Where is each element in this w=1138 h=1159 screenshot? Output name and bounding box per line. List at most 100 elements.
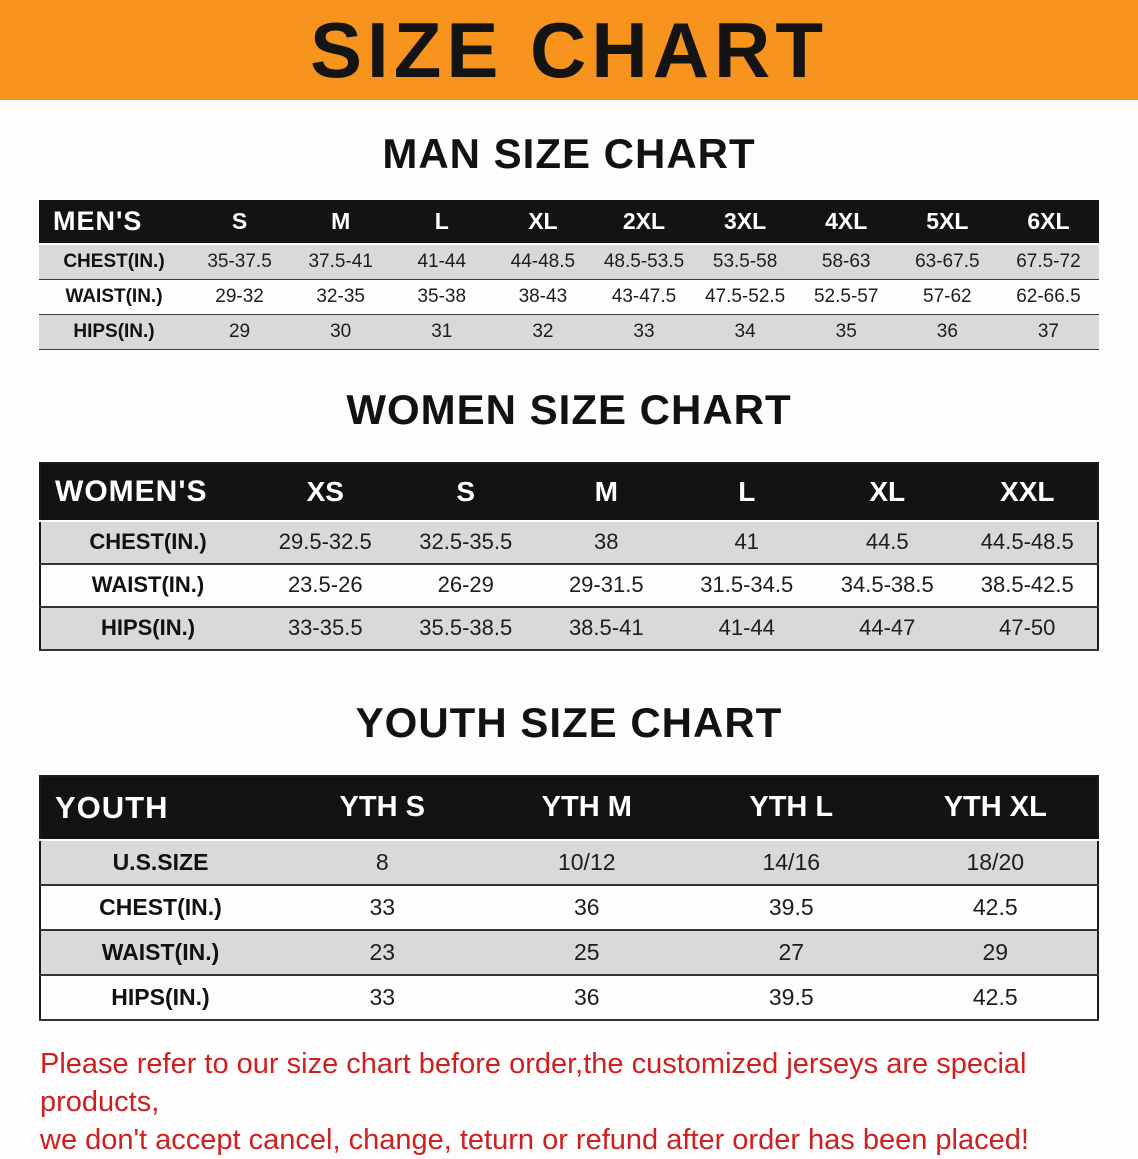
value-cell: 29-32	[189, 279, 290, 314]
value-cell: 10/12	[485, 840, 690, 885]
value-cell: 39.5	[689, 975, 894, 1020]
value-cell: 42.5	[894, 885, 1099, 930]
value-cell: 38.5-41	[536, 607, 677, 650]
size-column-header: XXL	[958, 463, 1099, 521]
row-label-cell: WAIST(IN.)	[39, 279, 189, 314]
men-section-heading: MAN SIZE CHART	[0, 130, 1138, 178]
value-cell: 63-67.5	[897, 244, 998, 279]
value-cell: 44-47	[817, 607, 958, 650]
value-cell: 44.5-48.5	[958, 521, 1099, 564]
value-cell: 36	[485, 885, 690, 930]
value-cell: 31.5-34.5	[677, 564, 818, 607]
value-cell: 36	[897, 314, 998, 349]
value-cell: 47-50	[958, 607, 1099, 650]
value-cell: 32	[492, 314, 593, 349]
value-cell: 35-38	[391, 279, 492, 314]
row-label-cell: WAIST(IN.)	[40, 930, 280, 975]
size-column-header: 6XL	[998, 200, 1099, 244]
row-label-cell: CHEST(IN.)	[40, 885, 280, 930]
value-cell: 38.5-42.5	[958, 564, 1099, 607]
value-cell: 26-29	[396, 564, 537, 607]
row-label-cell: HIPS(IN.)	[39, 314, 189, 349]
table-title-cell: MEN'S	[39, 200, 189, 244]
youth-section-heading: YOUTH SIZE CHART	[0, 699, 1138, 747]
row-label-cell: CHEST(IN.)	[39, 244, 189, 279]
value-cell: 37	[998, 314, 1099, 349]
value-cell: 43-47.5	[593, 279, 694, 314]
size-column-header: S	[396, 463, 537, 521]
size-column-header: M	[536, 463, 677, 521]
value-cell: 38	[536, 521, 677, 564]
value-cell: 33-35.5	[255, 607, 396, 650]
size-column-header: S	[189, 200, 290, 244]
value-cell: 36	[485, 975, 690, 1020]
disclaimer: Please refer to our size chart before or…	[40, 1045, 1118, 1159]
value-cell: 33	[280, 975, 485, 1020]
value-cell: 33	[280, 885, 485, 930]
value-cell: 44.5	[817, 521, 958, 564]
value-cell: 41-44	[677, 607, 818, 650]
women-section-heading: WOMEN SIZE CHART	[0, 386, 1138, 434]
size-column-header: L	[677, 463, 818, 521]
size-column-header: YTH XL	[894, 776, 1099, 840]
value-cell: 29-31.5	[536, 564, 677, 607]
row-label-cell: HIPS(IN.)	[40, 975, 280, 1020]
value-cell: 32.5-35.5	[396, 521, 537, 564]
size-column-header: XS	[255, 463, 396, 521]
value-cell: 29	[894, 930, 1099, 975]
table-title-cell: WOMEN'S	[40, 463, 255, 521]
size-column-header: L	[391, 200, 492, 244]
size-column-header: 5XL	[897, 200, 998, 244]
row-label-cell: CHEST(IN.)	[40, 521, 255, 564]
row-label-cell: U.S.SIZE	[40, 840, 280, 885]
value-cell: 35.5-38.5	[396, 607, 537, 650]
value-cell: 42.5	[894, 975, 1099, 1020]
value-cell: 32-35	[290, 279, 391, 314]
value-cell: 62-66.5	[998, 279, 1099, 314]
value-cell: 37.5-41	[290, 244, 391, 279]
size-chart-banner: SIZE CHART	[0, 0, 1138, 100]
value-cell: 47.5-52.5	[695, 279, 796, 314]
value-cell: 33	[593, 314, 694, 349]
value-cell: 27	[689, 930, 894, 975]
value-cell: 39.5	[689, 885, 894, 930]
page-title: SIZE CHART	[310, 11, 828, 89]
value-cell: 44-48.5	[492, 244, 593, 279]
size-column-header: 3XL	[695, 200, 796, 244]
value-cell: 35	[796, 314, 897, 349]
value-cell: 29	[189, 314, 290, 349]
value-cell: 29.5-32.5	[255, 521, 396, 564]
value-cell: 48.5-53.5	[593, 244, 694, 279]
value-cell: 41	[677, 521, 818, 564]
size-column-header: XL	[492, 200, 593, 244]
size-column-header: M	[290, 200, 391, 244]
row-label-cell: WAIST(IN.)	[40, 564, 255, 607]
row-label-cell: HIPS(IN.)	[40, 607, 255, 650]
size-column-header: 2XL	[593, 200, 694, 244]
value-cell: 31	[391, 314, 492, 349]
value-cell: 52.5-57	[796, 279, 897, 314]
disclaimer-line-2: we don't accept cancel, change, teturn o…	[40, 1121, 1118, 1159]
value-cell: 57-62	[897, 279, 998, 314]
value-cell: 23	[280, 930, 485, 975]
size-column-header: YTH S	[280, 776, 485, 840]
value-cell: 58-63	[796, 244, 897, 279]
value-cell: 30	[290, 314, 391, 349]
